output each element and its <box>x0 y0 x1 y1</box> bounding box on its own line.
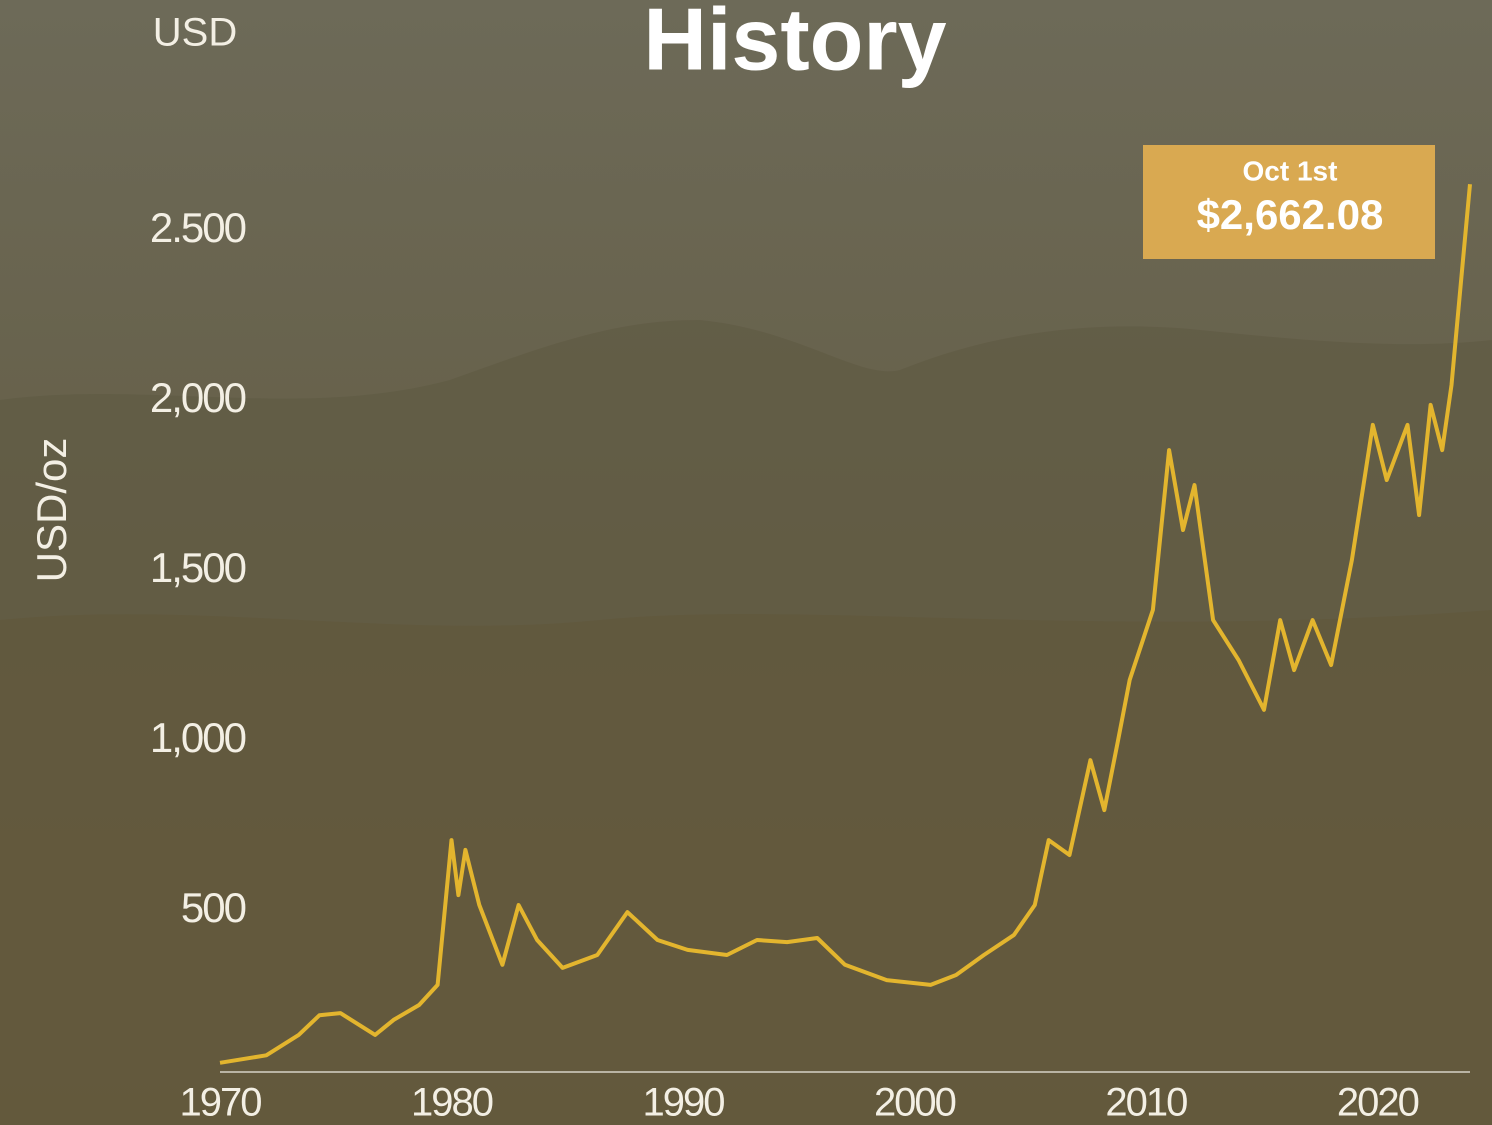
hills <box>0 320 1492 1125</box>
y-tick-label: 500 <box>181 884 246 931</box>
x-tick-label: 1970 <box>180 1081 262 1125</box>
y-tick-label: 2,000 <box>150 374 246 421</box>
y-tick-label: 1,500 <box>150 544 246 591</box>
x-tick-label: 2020 <box>1337 1081 1419 1125</box>
x-tick-label: 2010 <box>1105 1081 1187 1125</box>
y-tick-label: 1,000 <box>150 714 246 761</box>
annotation-price: $2,662.08 <box>1197 191 1384 238</box>
x-tick-label: 1980 <box>411 1081 493 1125</box>
price-line <box>219 184 1472 1065</box>
y-axis-label: USD/oz <box>28 438 75 583</box>
chart-title: History <box>643 0 946 88</box>
x-tick-label: 1990 <box>642 1081 724 1125</box>
unit-label: USD <box>153 11 237 55</box>
x-tick-label: 2000 <box>874 1081 956 1125</box>
y-tick-label: 2.500 <box>150 204 246 251</box>
annotation-date: Oct 1st <box>1243 155 1338 186</box>
annotation-box <box>1143 145 1435 259</box>
